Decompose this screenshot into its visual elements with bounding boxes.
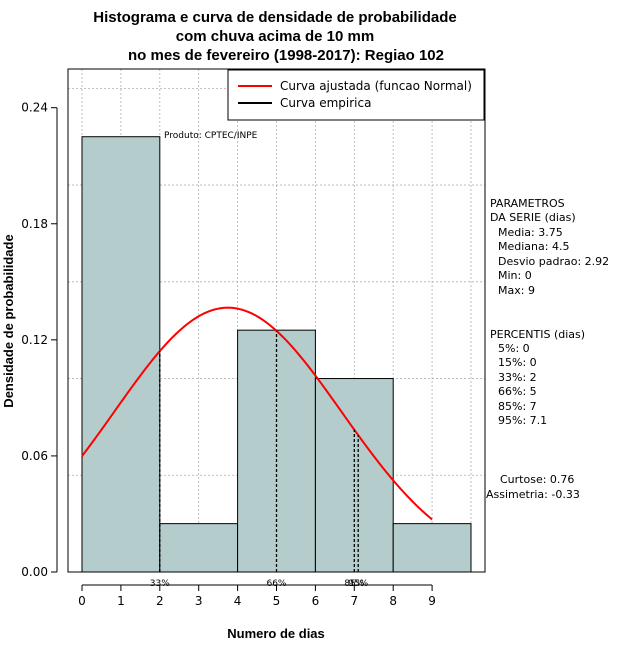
x-axis-title: Numero de dias [227,626,325,641]
stat-assimetria: Assimetria: -0.33 [486,488,580,501]
y-tick-label-1: 0.06 [21,449,48,463]
percentil-66: 66%: 5 [498,385,537,398]
legend-box [227,69,485,121]
stat-media: Media: 3.75 [498,226,563,239]
percentil-85: 85%: 7 [498,400,537,413]
x-tick-label-4: 4 [234,594,242,608]
stat-max: Max: 9 [498,284,535,297]
x-tick-label-9: 9 [428,594,436,608]
x-tick-label-0: 0 [78,594,86,608]
percentil-15: 15%: 0 [498,356,537,369]
x-tick-label-6: 6 [312,594,320,608]
percentile-label-33: 33% [150,579,170,589]
stats-panel: PARAMETROS DA SERIE (dias) Media: 3.75 M… [486,197,609,501]
percentile-label-85: 85% [344,579,364,589]
x-tick-label-7: 7 [350,594,358,608]
x-tick-label-1: 1 [117,594,125,608]
histogram-bar-4 [392,523,472,573]
y-tick-label-3: 0.18 [21,217,48,231]
x-tick-label-3: 3 [195,594,203,608]
y-axis-title: Densidade de probabilidade [1,234,16,407]
histogram-bar-0 [81,136,161,573]
stat-mediana: Mediana: 4.5 [498,240,569,253]
legend-label-empirical: Curva empirica [280,96,371,110]
x-tick-label-8: 8 [389,594,397,608]
params-title-1: PARAMETROS [490,197,565,210]
stat-min: Min: 0 [498,269,532,282]
y-tick-label-2: 0.12 [21,333,48,347]
percentile-label-95: 95% [348,579,368,589]
percentil-95: 95%: 7.1 [498,414,547,427]
percentile-label-66: 66% [266,579,286,589]
normal-curve [81,306,433,521]
legend: Curva ajustada (funcao Normal) Curva emp… [227,69,485,121]
percentis-title: PERCENTIS (dias) [490,328,585,341]
percentil-5: 5%: 0 [498,342,530,355]
axes: 0 1 2 3 4 5 6 7 8 9 0.00 0.06 0.12 0.18 0.24 [21,101,436,608]
legend-label-fitted: Curva ajustada (funcao Normal) [280,79,472,93]
chart-title-line-3: no mes de fevereiro (1998-2017): Regiao … [128,47,444,64]
stat-desvio: Desvio padrao: 2.92 [498,255,609,268]
x-tick-label-5: 5 [273,594,281,608]
product-annotation: Produto: CPTEC/INPE [164,131,258,141]
x-tick-label-2: 2 [156,594,164,608]
plot-border [67,68,486,573]
histogram-bar-1 [159,523,239,573]
percentile-markers: 33% 66% 85%95% [150,330,369,589]
y-tick-label-4: 0.24 [21,101,48,115]
chart-title-line-2: com chuva acima de 10 mm [176,28,374,45]
params-title-2: DA SERIE (dias) [490,211,576,224]
normal-curve-layer [81,306,433,521]
percentil-33: 33%: 2 [498,371,537,384]
stat-curtose: Curtose: 0.76 [500,473,574,486]
y-tick-label-0: 0.00 [21,565,48,579]
chart-title-line-1: Histograma e curva de densidade de proba… [93,9,456,26]
